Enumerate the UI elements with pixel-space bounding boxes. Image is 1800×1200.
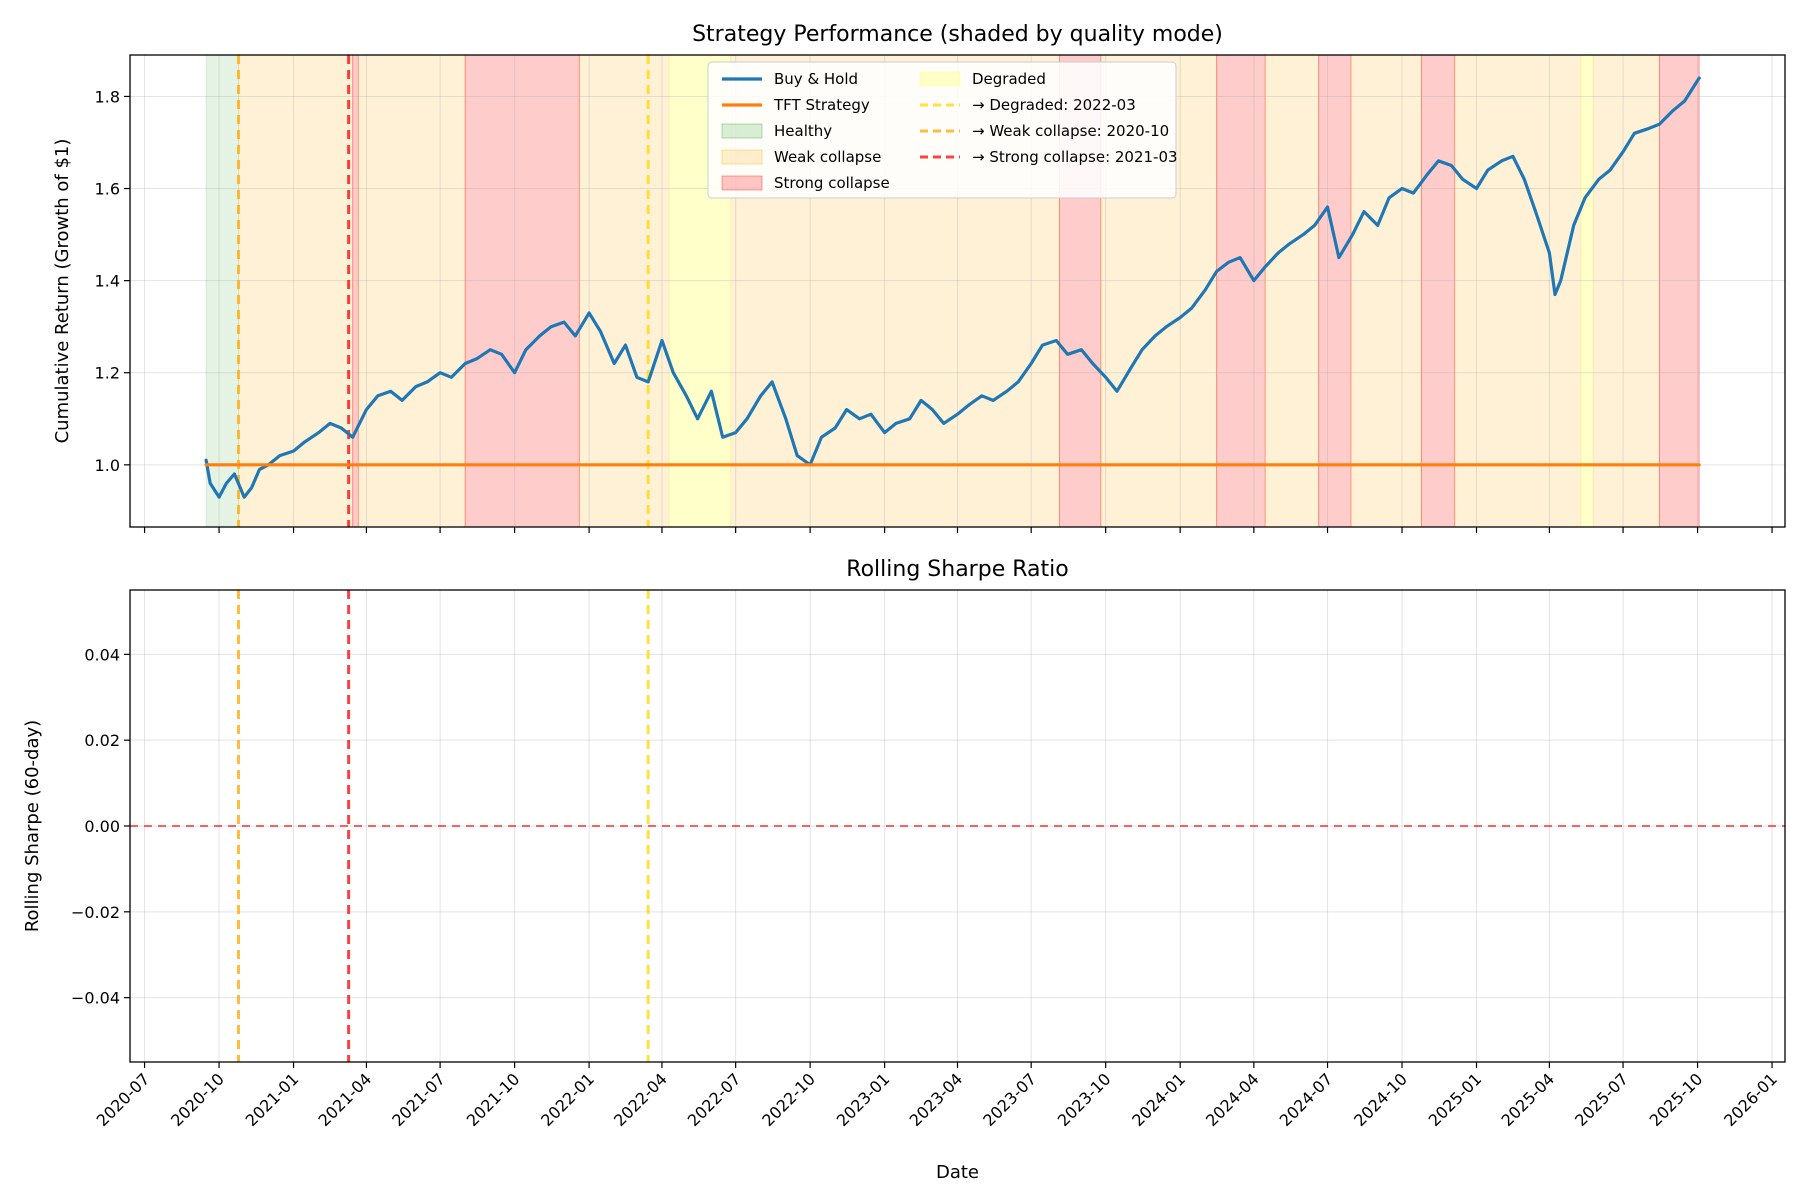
y-tick-label-4: 1.8: [95, 87, 120, 106]
regime-degraded-16: [1580, 54, 1594, 528]
top-y-ticks: 1.0 1.2 1.4 1.6 1.8: [95, 87, 130, 475]
regime-shading: [205, 54, 1700, 528]
regime-weak-1: [237, 54, 354, 528]
y-tick-label-3: 0.02: [84, 731, 120, 750]
bottom-y-axis-label: Rolling Sharpe (60-day): [22, 720, 43, 932]
legend-label-5: Degraded: [972, 70, 1046, 88]
y-tick-label-4: 0.04: [84, 645, 120, 664]
legend-item-2: Healthy: [721, 122, 832, 140]
regime-weak-3: [357, 54, 466, 528]
regime-strong-10: [1216, 54, 1266, 528]
regime-strong-18: [1658, 54, 1700, 528]
top-x-ticks: [143, 527, 1773, 533]
regime-weak-13: [1350, 54, 1422, 528]
legend-item-4: Strong collapse: [721, 174, 890, 192]
legend-item-6: → Degraded: 2022-03: [920, 96, 1136, 114]
legend: Buy & Hold TFT Strategy Healthy Weak collap…: [707, 61, 1178, 199]
legend-label-6: → Degraded: 2022-03: [972, 96, 1136, 114]
legend-label-7: → Weak collapse: 2020-10: [972, 122, 1169, 140]
regime-weak-15: [1454, 54, 1582, 528]
legend-swatch-4: [721, 175, 763, 191]
top-series-lines: [204, 76, 1701, 499]
legend-item-0: Buy & Hold: [722, 70, 858, 88]
legend-item-8: → Strong collapse: 2021-03: [920, 148, 1178, 166]
legend-label-8: → Strong collapse: 2021-03: [972, 148, 1178, 166]
regime-healthy-0: [205, 54, 239, 528]
bottom-y-ticks: −0.04 −0.02 0.00 0.02 0.04: [71, 645, 130, 1008]
legend-item-3: Weak collapse: [721, 148, 881, 166]
legend-box: [707, 61, 1177, 199]
legend-item-1: TFT Strategy: [722, 96, 870, 114]
regime-weak-17: [1592, 54, 1660, 528]
legend-swatch-2: [721, 123, 763, 139]
regime-strong-4: [464, 54, 580, 528]
regime-strong-2: [352, 54, 359, 528]
performance-panel: 1.0 1.2 1.4 1.6 1.8 Strategy Performance (sh…: [52, 22, 1786, 533]
bottom-chart-title: Rolling Sharpe Ratio: [846, 557, 1068, 582]
regime-weak-5: [578, 54, 670, 528]
legend-label-1: TFT Strategy: [773, 96, 870, 114]
legend-label-0: Buy & Hold: [774, 70, 858, 88]
y-tick-label-0: 1.0: [95, 456, 120, 475]
y-tick-label-1: 1.2: [95, 364, 120, 383]
series-line-buy-hold: [204, 76, 1701, 499]
regime-strong-12: [1318, 54, 1352, 528]
legend-item-5: Degraded: [919, 70, 1046, 88]
top-chart-title: Strategy Performance (shaded by quality …: [692, 22, 1223, 47]
legend-label-2: Healthy: [774, 122, 832, 140]
legend-item-7: → Weak collapse: 2020-10: [920, 122, 1169, 140]
top-transition-lines: [236, 55, 650, 527]
x-axis-label: Date: [936, 1162, 979, 1183]
legend-swatch-3: [721, 149, 763, 165]
y-tick-label-3: 1.6: [95, 180, 120, 199]
top-y-axis-label: Cumulative Return (Growth of $1): [52, 139, 73, 444]
y-tick-label-1: −0.02: [71, 903, 120, 922]
y-tick-label-2: 0.00: [84, 817, 120, 836]
regime-strong-14: [1420, 54, 1456, 528]
y-tick-label-0: −0.04: [71, 989, 120, 1008]
y-tick-label-2: 1.4: [95, 272, 120, 291]
bottom-transition-lines: [236, 590, 650, 1062]
regime-weak-11: [1264, 54, 1320, 528]
legend-label-3: Weak collapse: [774, 148, 881, 166]
legend-swatch-5: [919, 71, 961, 87]
bottom-gridlines: [130, 590, 1785, 1062]
legend-label-4: Strong collapse: [774, 174, 890, 192]
